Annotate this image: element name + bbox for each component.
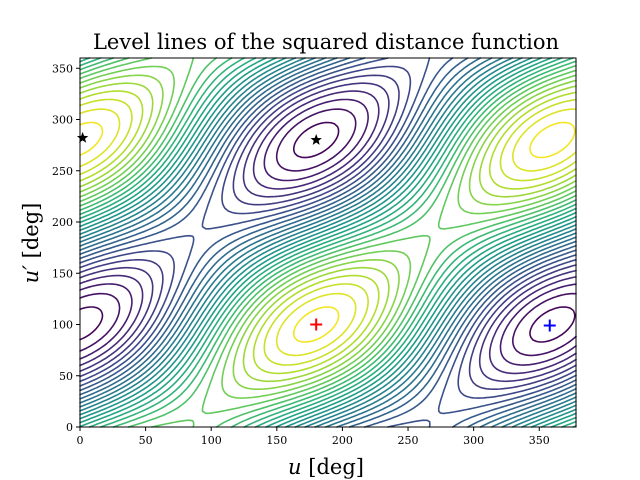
x-tick-label: 250 bbox=[398, 434, 419, 447]
x-tick-label: 150 bbox=[266, 434, 287, 447]
y-tick-label: 150 bbox=[52, 267, 73, 280]
contour-line bbox=[79, 57, 577, 428]
chart-title: Level lines of the squared distance func… bbox=[93, 30, 559, 54]
x-tick-label: 200 bbox=[332, 434, 353, 447]
contour-line bbox=[79, 82, 577, 383]
y-tick-label: 300 bbox=[52, 114, 73, 127]
y-axis-label: u′ [deg] bbox=[19, 203, 43, 284]
contour-line bbox=[79, 90, 577, 375]
contour-line bbox=[79, 108, 577, 357]
contour-lines bbox=[79, 57, 577, 428]
plus-marker bbox=[543, 319, 556, 332]
contour-line bbox=[79, 90, 577, 375]
contour-line bbox=[79, 74, 577, 390]
contour-line bbox=[79, 65, 577, 399]
y-axis-unit: [deg] bbox=[19, 203, 43, 265]
contour-line bbox=[79, 82, 577, 383]
x-tick-label: 100 bbox=[201, 434, 222, 447]
contour-line bbox=[79, 65, 577, 399]
contour-line bbox=[79, 98, 577, 366]
y-tick-label: 0 bbox=[66, 421, 73, 434]
y-tick-label: 250 bbox=[52, 165, 73, 178]
plus-marker bbox=[310, 318, 323, 331]
star-marker bbox=[310, 134, 322, 145]
x-axis-label: u [deg] bbox=[288, 455, 364, 479]
contour-line bbox=[79, 57, 577, 428]
contour-line bbox=[79, 57, 577, 428]
y-axis-variable: u′ bbox=[19, 265, 43, 284]
x-tick-label: 350 bbox=[529, 434, 550, 447]
markers bbox=[76, 131, 556, 332]
contour-line bbox=[79, 74, 577, 390]
x-axis-unit: [deg] bbox=[302, 455, 364, 479]
y-tick-label: 50 bbox=[59, 370, 73, 383]
contour-line bbox=[79, 121, 576, 343]
contour-line bbox=[79, 121, 576, 343]
y-tick-label: 100 bbox=[52, 319, 73, 332]
x-tick-label: 50 bbox=[139, 434, 153, 447]
x-tick-label: 300 bbox=[463, 434, 484, 447]
y-axis-ticks: 0 50 100 150 200 250 300 350 bbox=[52, 62, 80, 434]
contour-line bbox=[79, 98, 577, 366]
x-axis-variable: u bbox=[288, 455, 302, 479]
y-tick-label: 200 bbox=[52, 216, 73, 229]
x-axis-ticks: 0 50 100 150 200 250 300 350 bbox=[77, 427, 550, 447]
contour-line bbox=[79, 57, 577, 428]
plot-frame bbox=[79, 57, 577, 428]
x-tick-label: 0 bbox=[77, 434, 84, 447]
star-marker bbox=[76, 131, 89, 143]
contour-line bbox=[79, 108, 577, 357]
y-tick-label: 350 bbox=[52, 62, 73, 75]
contour-line bbox=[79, 57, 577, 428]
